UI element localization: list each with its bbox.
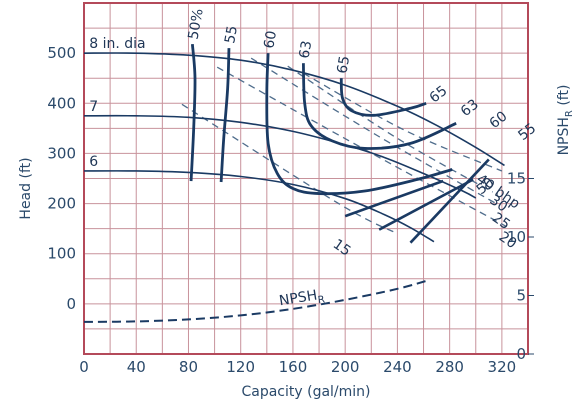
y-tick-label: 300 (47, 144, 76, 162)
curve-label: 65 (334, 55, 353, 75)
efficiency-curve (219, 48, 231, 183)
y-tick-label: 200 (47, 195, 76, 213)
efficiency-curve (265, 53, 453, 196)
curve-label: 63 (458, 96, 482, 120)
y2-axis-title-sub: R (564, 110, 575, 117)
y2-tick-label: 0 (516, 345, 526, 363)
y2-axis-title-main: NPSH (556, 117, 572, 155)
y2-axis-title: NPSHR (ft) (556, 85, 575, 156)
curve-label: 55 (222, 24, 241, 44)
x-tick-label: 320 (488, 358, 517, 376)
npsh-label-sub: R (317, 294, 326, 306)
x-tick-label: 0 (79, 358, 89, 376)
curve-label: 55 (515, 120, 539, 144)
x-tick-label: 40 (127, 358, 146, 376)
efficiency-curve (189, 44, 197, 182)
impeller-curve (83, 170, 435, 243)
npsh-curve-line (83, 278, 431, 323)
curve-label: 60 (261, 30, 280, 50)
curve-label: 8 in. dia (89, 36, 145, 52)
efficiency-curve (339, 78, 427, 117)
curve-label: 63 (297, 40, 316, 60)
impeller-curve (83, 52, 505, 167)
x-tick-label: 200 (331, 358, 360, 376)
efficiency-curves (189, 44, 457, 196)
npsh-curve (83, 278, 431, 323)
y-axis-title: Head (ft) (18, 157, 34, 219)
power-curve (250, 57, 499, 206)
y2-tick-label: 10 (507, 228, 526, 246)
npsh-label: NPSHR (278, 286, 326, 312)
efficiency-band-line (344, 179, 444, 218)
curve-label: 15 (330, 236, 354, 259)
x-tick-label: 80 (179, 358, 198, 376)
power-curve (287, 65, 494, 193)
impeller-curve (83, 114, 477, 199)
power-curves (181, 57, 507, 244)
x-tick-label: 240 (383, 358, 412, 376)
power-curve (303, 72, 503, 172)
y-tick-label: 500 (47, 44, 76, 62)
x-tick-label: 160 (279, 358, 308, 376)
curve-label: 50% (186, 7, 207, 40)
y-tick-label: 100 (47, 245, 76, 263)
y-tick-label: 400 (47, 94, 76, 112)
npsh-label-main: NPSH (278, 288, 318, 310)
x-tick-label: 280 (435, 358, 464, 376)
curve-label: 7 (89, 99, 98, 115)
y2-tick-label: 15 (507, 170, 526, 188)
impeller-curves (83, 52, 505, 243)
y2-tick-label: 5 (516, 287, 526, 305)
y2-axis-title-suffix: (ft) (556, 85, 572, 111)
y-tick-label: 0 (66, 295, 76, 313)
efficiency-curve (301, 63, 457, 150)
efficiency-band-line (409, 158, 490, 244)
power-curve (181, 103, 398, 235)
x-axis-title: Capacity (gal/min) (241, 384, 370, 400)
tick-labels: 0 40 80 120 160 200 240 280 32001002003004005000… (47, 44, 534, 376)
x-tick-label: 120 (226, 358, 255, 376)
curve-label: 6 (89, 154, 98, 170)
